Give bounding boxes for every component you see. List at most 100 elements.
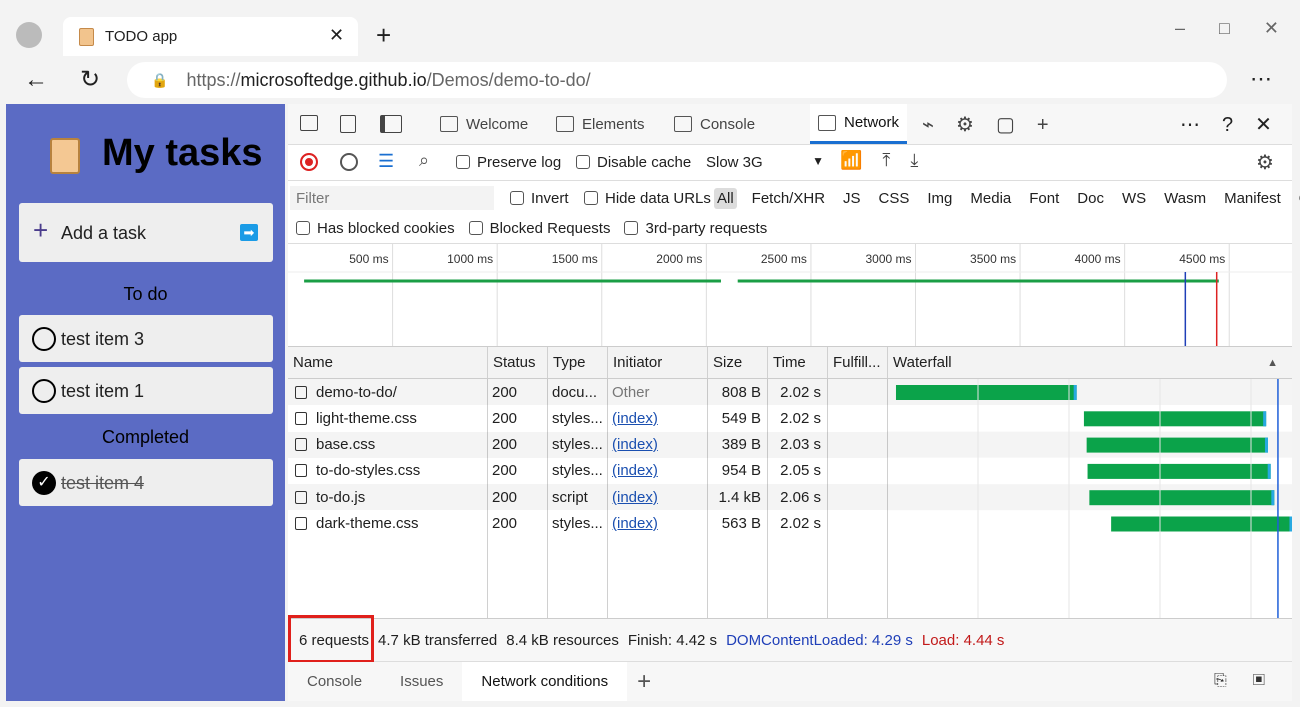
cell-type: styles...: [552, 436, 603, 454]
more-tools[interactable]: ⌁⚙▢+: [922, 114, 1071, 136]
drawer-actions[interactable]: ⎘▣: [1214, 672, 1291, 689]
file-icon: [295, 464, 307, 478]
blocked-filter[interactable]: Has blocked cookies: [296, 220, 455, 237]
request-row[interactable]: to-do-styles.css 200 styles... (index) 954 B…: [288, 458, 887, 484]
column-header[interactable]: Time: [767, 347, 827, 378]
menu[interactable]: ⋯: [1250, 66, 1272, 91]
url-host: microsoftedge.github.io: [240, 69, 427, 90]
cell-status: 200: [492, 462, 518, 480]
settings[interactable]: ⚙: [1256, 152, 1274, 174]
blocked-filter[interactable]: Blocked Requests: [468, 220, 610, 237]
column-header[interactable]: Waterfall ▲: [887, 347, 1292, 378]
cell-status: 200: [492, 436, 518, 454]
request-row[interactable]: demo-to-do/200 docu... Other 808 B 2.02 s: [288, 379, 887, 405]
inspect-icon[interactable]: [300, 115, 318, 131]
drawer-tab[interactable]: Issues: [400, 673, 444, 690]
column-header-label: Size: [713, 354, 743, 371]
task-checkbox[interactable]: [32, 379, 56, 403]
invert[interactable]: Invert: [510, 190, 569, 207]
type-filter[interactable]: JS: [843, 189, 861, 207]
request-row[interactable]: base.css 200 styles... (index) 389 B 2.03 s: [288, 431, 887, 458]
clear-button[interactable]: [340, 153, 358, 171]
column-header[interactable]: Status: [487, 347, 547, 378]
column-header[interactable]: Initiator: [607, 347, 707, 378]
task-item[interactable]: test item 1: [19, 367, 273, 414]
blocked-filter[interactable]: 3rd-party requests: [624, 220, 767, 237]
cell-initiator[interactable]: (index): [612, 515, 658, 532]
task-item[interactable]: test item 3: [19, 315, 273, 362]
disable-cache[interactable]: Disable cache: [576, 154, 691, 171]
search-button[interactable]: ⌕: [419, 150, 430, 170]
column-header[interactable]: Fulfill...: [827, 347, 887, 378]
address-bar[interactable]: 🔒 https://microsoftedge.github.io/Demos/…: [127, 62, 1227, 98]
new-tab[interactable]: +: [376, 20, 392, 50]
task-checkbox[interactable]: [32, 327, 56, 351]
checkbox[interactable]: [468, 221, 483, 235]
type-filter[interactable]: Img: [927, 189, 953, 207]
cell-type: styles...: [552, 409, 603, 427]
column-header[interactable]: Type: [547, 347, 607, 378]
window-controls[interactable]: –□✕: [1175, 18, 1300, 38]
type-filter[interactable]: WS: [1121, 189, 1147, 207]
drawer-add[interactable]: +: [637, 667, 652, 695]
app-panel: My tasks + Add a task ➡ To do test item 3…: [6, 104, 285, 701]
hide-data-urls[interactable]: Hide data URLs: [584, 190, 711, 207]
preserve-log-label: Preserve log: [477, 154, 562, 171]
dock-icon[interactable]: [380, 115, 402, 133]
throttling[interactable]: Slow 3G ▼: [706, 154, 824, 171]
type-filter[interactable]: Fetch/XHR: [751, 189, 826, 207]
devtools-tab[interactable]: Console: [666, 104, 763, 144]
type-filter[interactable]: Manifest: [1224, 189, 1281, 207]
cell-initiator[interactable]: (index): [612, 409, 658, 427]
column-header[interactable]: Name: [288, 347, 487, 378]
request-row[interactable]: dark-theme.css 200 styles... (index) 563 B 2.…: [288, 511, 887, 537]
drawer-tab[interactable]: Network conditions: [462, 662, 628, 701]
task-item[interactable]: ✓ test item 4: [19, 459, 273, 506]
filter-button[interactable]: ☰: [378, 151, 395, 171]
checkbox[interactable]: [624, 221, 639, 235]
cell-type: script: [552, 488, 588, 506]
request-row[interactable]: light-theme.css 200 styles... (index) 549 B 2…: [288, 405, 887, 431]
devtools-tab[interactable]: Elements: [548, 104, 653, 144]
column-divider: [547, 379, 548, 618]
waterfall: [887, 379, 1292, 618]
tab[interactable]: TODO app ✕: [63, 17, 358, 56]
refresh[interactable]: ↻: [80, 66, 101, 93]
type-filter[interactable]: Media: [970, 189, 1012, 207]
preserve-log[interactable]: Preserve log: [456, 154, 561, 171]
devtools-tabs: ⌁⚙▢+ ⋯?✕ Welcome Elements Console Network: [288, 104, 1292, 145]
cell-initiator[interactable]: (index): [612, 488, 658, 506]
task-checkbox[interactable]: ✓: [32, 471, 56, 495]
type-filter[interactable]: Doc: [1077, 189, 1104, 207]
summary-bar: 6 requests 4.7 kB transferred 8.4 kB res…: [288, 615, 1292, 663]
add-task[interactable]: + Add a task ➡: [19, 203, 273, 262]
devtools: ⌁⚙▢+ ⋯?✕ Welcome Elements Console Network ☰…: [288, 104, 1300, 701]
type-filter[interactable]: Font: [1029, 189, 1060, 207]
type-filter[interactable]: All: [714, 187, 737, 209]
type-filter[interactable]: CSS: [878, 189, 910, 207]
record-button[interactable]: [300, 153, 318, 171]
filter-input[interactable]: Filter: [290, 186, 494, 210]
tab-close[interactable]: ✕: [329, 25, 345, 45]
cell: (index): [607, 458, 707, 484]
file-icon: [295, 490, 307, 504]
back[interactable]: ←: [24, 66, 48, 93]
column-header[interactable]: Size: [707, 347, 767, 378]
profile-icon[interactable]: [16, 22, 42, 48]
device-icon[interactable]: [340, 115, 356, 133]
cell: 200: [487, 432, 547, 458]
devtools-tab[interactable]: Welcome: [432, 104, 536, 144]
devtools-tab[interactable]: Network: [810, 104, 908, 144]
cell-name: to-do-styles.css: [316, 462, 421, 480]
type-filter[interactable]: Wasm: [1164, 189, 1207, 207]
devtools-actions[interactable]: ⋯?✕: [1180, 114, 1294, 136]
type-filter[interactable]: Other: [1296, 188, 1300, 209]
request-row[interactable]: to-do.js 200 script (index) 1.4 kB 2.06 s: [288, 484, 887, 511]
cell-initiator[interactable]: (index): [612, 462, 658, 480]
checkbox[interactable]: [296, 221, 310, 235]
drawer-tab[interactable]: Console: [307, 673, 363, 690]
waterfall-download: [1289, 516, 1292, 532]
tab-label: Network: [844, 114, 900, 131]
cell-initiator[interactable]: (index): [612, 436, 658, 454]
network-tools[interactable]: 📶⤒⤓: [840, 150, 939, 170]
